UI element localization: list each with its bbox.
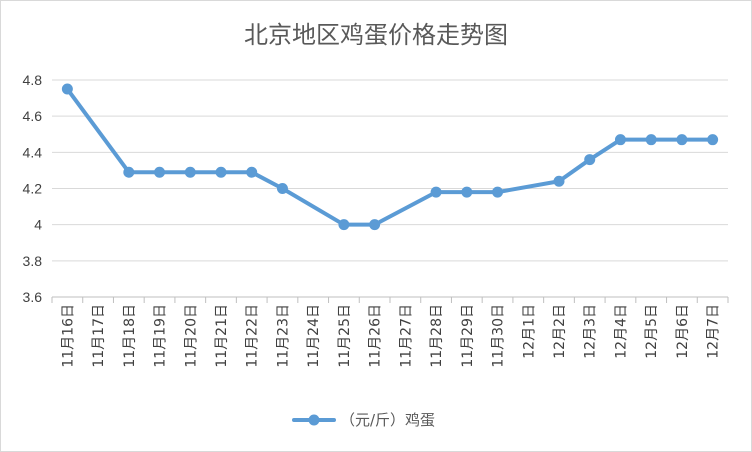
y-tick-label: 3.6 [23, 289, 43, 305]
legend: （元/斤）鸡蛋 [292, 411, 435, 429]
x-tick-label: 11月29日 [460, 304, 476, 368]
x-tick-label: 11月27日 [398, 304, 414, 368]
data-point [61, 83, 73, 95]
data-point [123, 166, 135, 178]
x-tick-label: 12月5日 [644, 304, 660, 359]
x-tick-label: 11月24日 [306, 304, 322, 368]
data-point [154, 166, 166, 178]
data-point [276, 183, 288, 194]
legend-label: （元/斤）鸡蛋 [340, 411, 435, 429]
gridlines [52, 79, 728, 298]
data-point [338, 219, 350, 231]
y-tick-label: 4 [34, 217, 42, 233]
x-tick-label: 11月21日 [214, 304, 230, 368]
data-point [461, 186, 473, 198]
data-point [369, 219, 381, 231]
x-tick-label: 11月17日 [91, 304, 107, 368]
data-point [184, 166, 196, 178]
data-point [707, 134, 719, 146]
x-tick-label: 12月4日 [613, 304, 629, 359]
x-tick-label: 11月22日 [245, 304, 261, 368]
x-tick-label: 11月30日 [491, 304, 507, 368]
data-point [676, 134, 688, 146]
legend-marker-swatch [308, 414, 320, 426]
data-point [215, 166, 227, 178]
chart-title: 北京地区鸡蛋价格走势图 [244, 21, 508, 49]
x-tick-label: 11月16日 [60, 304, 76, 368]
data-point [553, 175, 565, 187]
x-tick-label: 11月18日 [122, 304, 138, 368]
x-tick-label: 12月2日 [552, 304, 568, 359]
x-tick-label: 12月1日 [521, 304, 537, 359]
x-tick-label: 11月19日 [153, 304, 169, 368]
x-tick-label: 11月25日 [337, 304, 353, 368]
x-tick-label: 12月6日 [675, 304, 691, 359]
data-point [246, 166, 258, 178]
x-axis-ticks: 11月16日 11月17日 11月18日 11月19日 11月20日 11月21日 11月2… [51, 297, 729, 368]
y-tick-label: 4.4 [23, 144, 43, 160]
y-tick-label: 4.8 [23, 72, 43, 88]
data-point [584, 154, 596, 166]
data-point [492, 186, 504, 198]
series-line [65, 87, 715, 227]
x-tick-label: 11月28日 [429, 304, 445, 368]
y-axis-ticks: 3.6 3.8 4 4.2 4.4 4.6 4.8 [23, 72, 43, 305]
x-tick-label: 11月23日 [275, 304, 291, 368]
x-tick-label: 12月3日 [583, 304, 599, 359]
data-point [430, 186, 442, 198]
x-tick-label: 11月20日 [183, 304, 199, 368]
data-point [645, 134, 657, 146]
x-tick-label: 11月26日 [368, 304, 384, 368]
y-tick-label: 4.2 [23, 181, 43, 197]
y-tick-label: 3.8 [23, 253, 43, 269]
y-tick-label: 4.6 [23, 108, 43, 124]
series-layer [61, 83, 719, 231]
data-point [614, 134, 626, 146]
x-tick-label: 12月7日 [706, 304, 722, 359]
